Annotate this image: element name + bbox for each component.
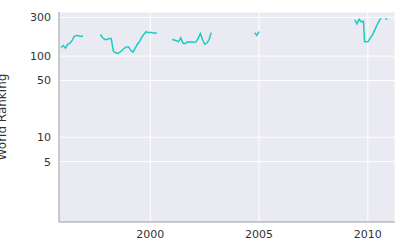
svg-text:2010: 2010 (354, 228, 382, 241)
svg-text:10: 10 (37, 131, 51, 144)
svg-text:100: 100 (30, 50, 51, 63)
svg-text:50: 50 (37, 74, 51, 87)
svg-text:300: 300 (30, 11, 51, 24)
svg-text:2000: 2000 (136, 228, 164, 241)
svg-text:World Ranking: World Ranking (8, 74, 9, 161)
svg-text:2005: 2005 (245, 228, 273, 241)
svg-text:5: 5 (44, 156, 51, 169)
